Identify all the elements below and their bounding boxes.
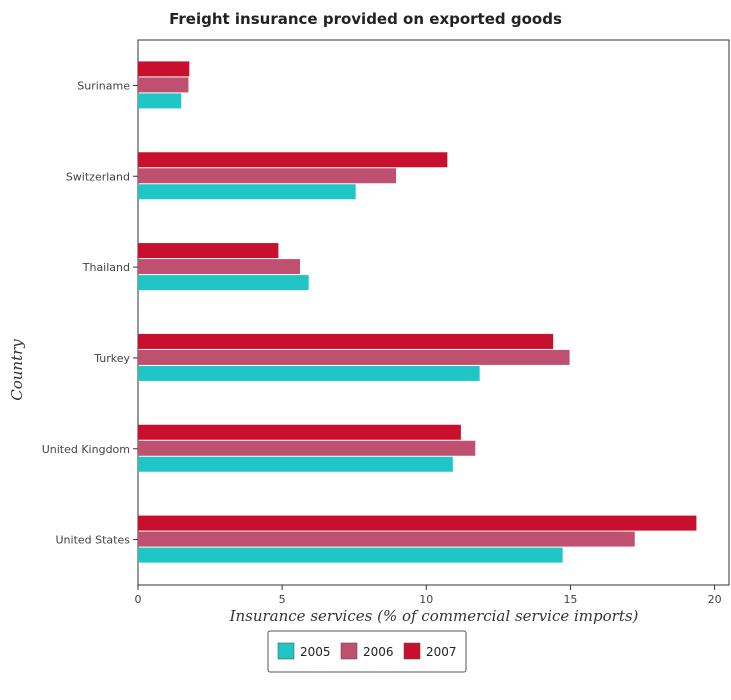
x-tick-label: 15 [563, 593, 577, 606]
x-tick-label: 10 [419, 593, 433, 606]
bar-switzerland-2005 [138, 184, 356, 200]
legend-swatch-2005 [277, 642, 295, 660]
bar-thailand-2007 [138, 243, 279, 259]
bar-turkey-2007 [138, 333, 554, 349]
chart-title: Freight insurance provided on exported g… [169, 10, 562, 28]
bars-group [138, 61, 697, 563]
bar-united-states-2005 [138, 547, 563, 563]
x-axis-label: Insurance services (% of commercial serv… [229, 607, 639, 625]
plot-border [137, 39, 730, 586]
legend-label-2007: 2007 [426, 645, 457, 659]
y-tick-label: Switzerland [66, 170, 130, 183]
plot-frame [137, 39, 730, 586]
legend: 2005 2006 2007 [267, 630, 467, 673]
bar-suriname-2007 [138, 61, 190, 77]
bar-thailand-2006 [138, 259, 301, 275]
bar-suriname-2006 [138, 77, 189, 93]
legend-label-2005: 2005 [300, 645, 331, 659]
bar-turkey-2005 [138, 365, 480, 381]
bar-united-states-2007 [138, 515, 697, 531]
bar-united-states-2006 [138, 531, 635, 547]
y-tick-label: United States [56, 534, 131, 547]
x-tick-label: 0 [135, 593, 142, 606]
x-tick-label: 5 [279, 593, 286, 606]
legend-box [267, 630, 467, 673]
legend-swatch-2007 [403, 642, 421, 660]
y-tick-label: Suriname [77, 79, 130, 92]
bar-turkey-2006 [138, 349, 570, 365]
bar-united-kingdom-2006 [138, 440, 476, 456]
y-tick-label: United Kingdom [42, 443, 130, 456]
y-ticks: Suriname Switzerland Thailand Turkey United … [42, 79, 138, 547]
bar-suriname-2005 [138, 93, 182, 109]
legend-swatch-2006 [340, 642, 358, 660]
x-tick-label: 20 [708, 593, 722, 606]
bar-united-kingdom-2005 [138, 456, 453, 472]
bar-switzerland-2006 [138, 168, 397, 184]
bar-united-kingdom-2007 [138, 424, 461, 440]
bar-switzerland-2007 [138, 152, 448, 168]
y-tick-label: Thailand [82, 261, 130, 274]
x-ticks: 0 5 10 15 20 [135, 585, 722, 606]
legend-label-2006: 2006 [363, 645, 394, 659]
y-axis-label: Country [8, 339, 26, 401]
bar-thailand-2005 [138, 275, 309, 291]
y-tick-label: Turkey [93, 352, 130, 365]
